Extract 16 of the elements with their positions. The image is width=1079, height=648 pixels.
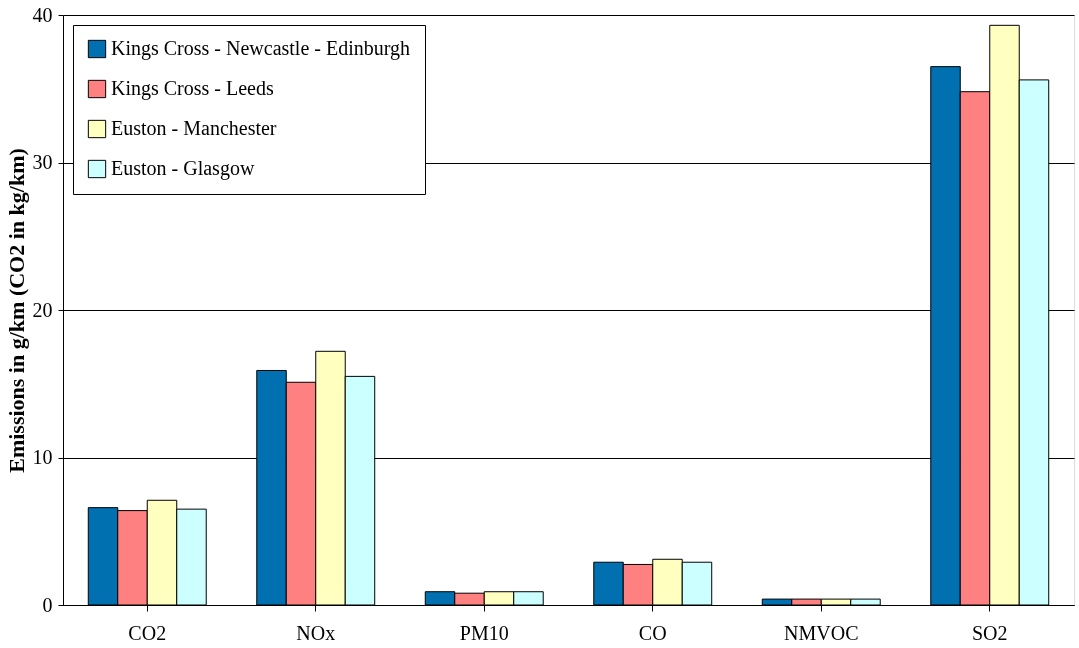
x-tick-label: NMVOC bbox=[784, 621, 859, 644]
x-tick-label: PM10 bbox=[459, 621, 509, 644]
legend-label: Euston - Manchester bbox=[111, 117, 277, 139]
y-tick-label: 10 bbox=[32, 446, 53, 468]
legend-label: Euston - Glasgow bbox=[111, 157, 255, 180]
x-tick-label: NOx bbox=[296, 621, 336, 644]
y-tick-label: 20 bbox=[32, 298, 53, 321]
legend-label: Kings Cross - Newcastle - Edinburgh bbox=[111, 37, 411, 60]
x-tick-label: CO2 bbox=[128, 621, 167, 644]
y-tick-label: 30 bbox=[32, 151, 53, 173]
legend-label: Kings Cross - Leeds bbox=[111, 77, 274, 100]
y-axis-title: Emissions in g/km (CO2 in kg/km) bbox=[3, 148, 29, 473]
y-tick-label: 40 bbox=[32, 3, 53, 26]
x-tick-label: SO2 bbox=[971, 621, 1008, 644]
y-tick-label: 0 bbox=[42, 593, 53, 616]
x-tick-label: CO bbox=[638, 621, 667, 644]
